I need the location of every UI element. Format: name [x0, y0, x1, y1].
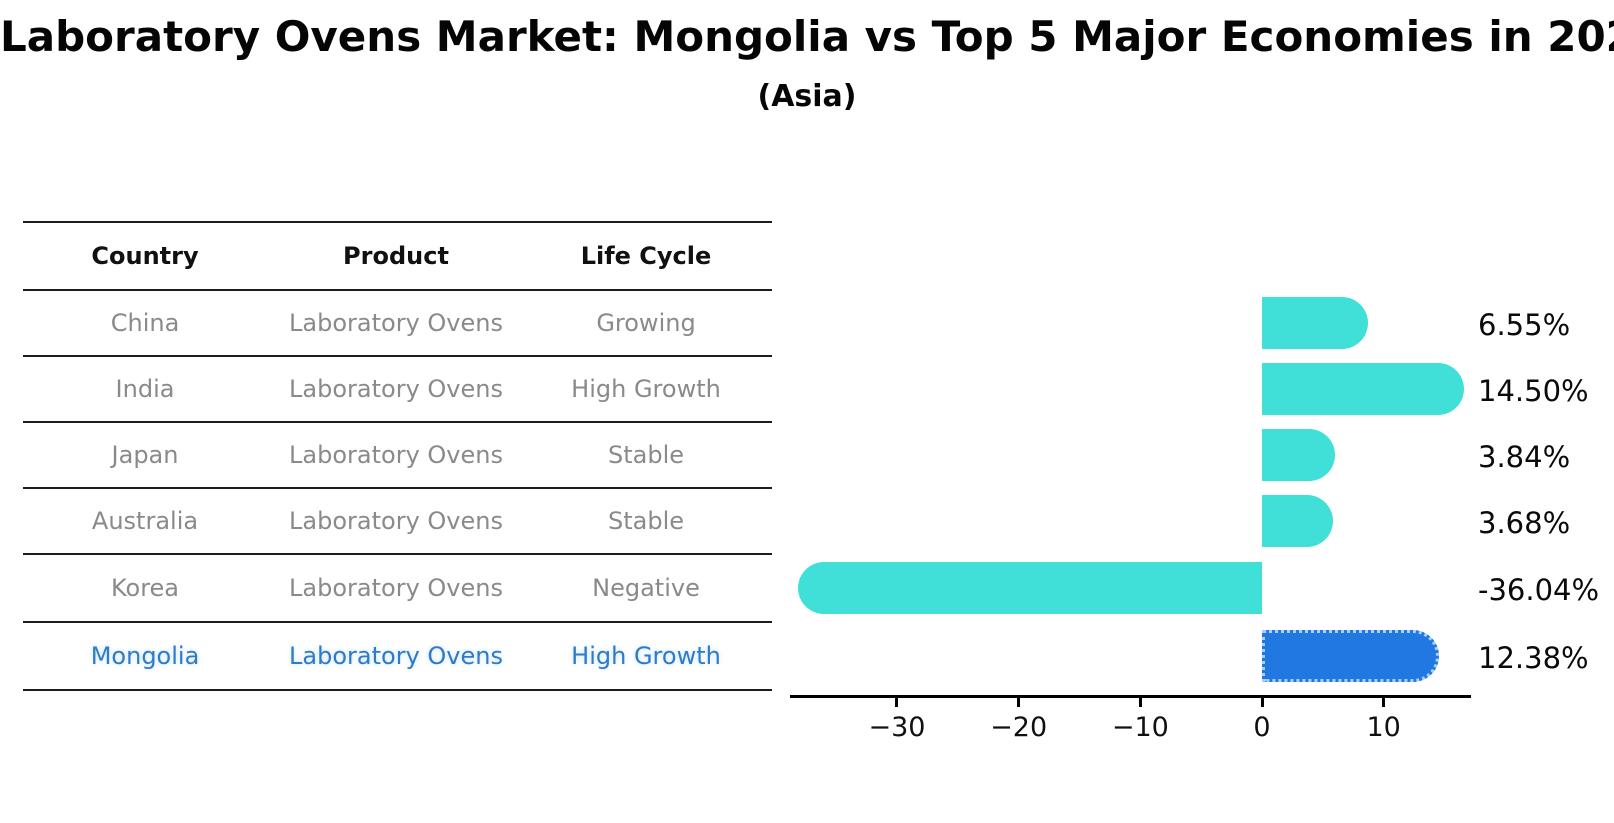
- table-header-product: Product: [343, 242, 449, 270]
- table-line-3: [23, 421, 772, 423]
- x-tick-label-4: 10: [1366, 712, 1401, 743]
- table-cell-china-product: Laboratory Ovens: [289, 309, 503, 337]
- value-label-japan: 3.84%: [1478, 440, 1571, 474]
- x-tick-1: [1017, 697, 1021, 707]
- table-cell-japan-life-cycle: Stable: [607, 441, 685, 469]
- table-cell-korea-country: Korea: [110, 574, 180, 602]
- table-line-1: [23, 289, 772, 291]
- value-label-mongolia: 12.38%: [1478, 641, 1589, 675]
- table-header-country: Country: [91, 242, 199, 270]
- value-label-australia: 3.68%: [1478, 506, 1571, 540]
- table-cell-mongolia-country: Mongolia: [90, 642, 200, 670]
- table-line-4: [23, 487, 772, 489]
- bar-korea: [797, 562, 1262, 614]
- table-cell-mongolia-product: Laboratory Ovens: [289, 642, 503, 670]
- x-tick-label-1: −20: [990, 712, 1048, 743]
- table-line-2: [23, 355, 772, 357]
- table-line-7: [23, 689, 772, 691]
- x-tick-0: [895, 697, 899, 707]
- bar-japan: [1262, 429, 1335, 481]
- table-cell-india-life-cycle: High Growth: [571, 375, 721, 403]
- table-line-0: [23, 221, 772, 223]
- x-tick-label-2: −10: [1111, 712, 1169, 743]
- table-cell-korea-product: Laboratory Ovens: [289, 574, 503, 602]
- value-label-korea: -36.04%: [1478, 573, 1600, 607]
- table-cell-australia-life-cycle: Stable: [607, 507, 685, 535]
- chart-subtitle: (Asia): [757, 79, 857, 114]
- x-tick-2: [1138, 697, 1142, 707]
- x-tick-label-0: −30: [868, 712, 926, 743]
- table-cell-india-country: India: [115, 375, 175, 403]
- table-header-life-cycle: Life Cycle: [580, 242, 712, 270]
- bar-australia: [1262, 495, 1333, 547]
- table-cell-mongolia-life-cycle: High Growth: [571, 642, 721, 670]
- x-tick-3: [1260, 697, 1264, 707]
- table-cell-australia-country: Australia: [91, 507, 199, 535]
- value-label-china: 6.55%: [1478, 308, 1571, 342]
- table-cell-china-life-cycle: Growing: [596, 309, 696, 337]
- chart-title: Laboratory Ovens Market: Mongolia vs Top…: [0, 12, 1614, 61]
- table-cell-korea-life-cycle: Negative: [592, 574, 700, 602]
- x-axis-line: [790, 695, 1471, 698]
- value-label-india: 14.50%: [1478, 374, 1589, 408]
- table-cell-australia-product: Laboratory Ovens: [289, 507, 503, 535]
- table-cell-japan-country: Japan: [111, 441, 179, 469]
- table-line-6: [23, 621, 772, 623]
- table-line-5: [23, 553, 772, 555]
- table-cell-india-product: Laboratory Ovens: [289, 375, 503, 403]
- x-tick-4: [1382, 697, 1386, 707]
- bar-india: [1262, 363, 1465, 415]
- table-cell-japan-product: Laboratory Ovens: [289, 441, 503, 469]
- table-cell-china-country: China: [110, 309, 180, 337]
- bar-china: [1262, 297, 1368, 349]
- x-tick-label-3: 0: [1253, 712, 1271, 743]
- bar-mongolia: [1262, 630, 1439, 682]
